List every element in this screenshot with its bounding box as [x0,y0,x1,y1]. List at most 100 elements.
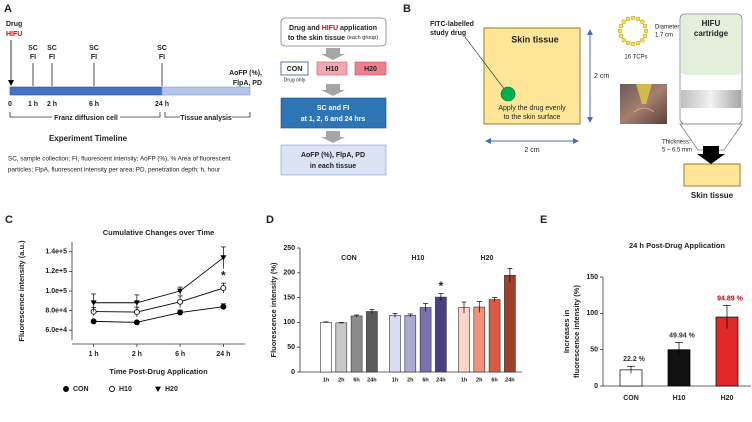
drug-spot [500,86,516,102]
x-tick-label: CON [623,395,639,402]
time-tick: 2 h [47,101,57,108]
marker-label: FI [30,54,36,61]
x-tick-label: 6h [491,377,498,383]
marker [133,300,140,306]
y-tick-label: 250 [283,245,295,252]
flow-text: to the skin tissue (each group) [288,35,378,42]
series-line [93,257,224,304]
error-bar [476,301,482,313]
tcp-dot [621,19,627,25]
bar [366,311,378,373]
legend-label: H10 [119,386,132,393]
legend-label: H20 [165,386,178,393]
x-tick-label: H10 [673,395,686,402]
flow-text: Drug and HIFU application [289,25,377,32]
x-tick-label: 24 h [216,351,230,358]
x-tick-label: 1h [323,377,330,383]
y-axis-label: fluorescence intensity (%) [572,285,581,378]
x-tick-label: 24h [505,377,515,383]
y-tick-label: 1.4e+5 [45,249,67,256]
diameter-label: 1.7 cm [655,33,673,39]
y-tick-label: 6.0e+4 [45,327,67,334]
y-tick-label: 200 [283,270,295,277]
group-label: H10 [326,66,339,73]
y-tick-label: 0 [594,383,598,390]
nozzle-tip [697,154,725,164]
dimension-label: 2 cm [524,147,539,154]
cartridge-label: cartridge [694,29,729,38]
series-line [93,306,224,323]
flow-text: in each tissue [310,163,356,170]
flow-arrow [321,131,345,143]
x-tick-label: 1 h [89,351,99,358]
bar [458,307,470,373]
group-box [280,61,309,76]
group-box [316,61,348,76]
tcp-dot [625,40,631,46]
x-tick-label: 2h [407,377,414,383]
time-tick: 24 h [155,101,169,108]
error-bar [627,365,635,374]
group-label: CON [341,255,357,262]
legend-marker [109,386,115,392]
cartridge-tip [679,123,743,151]
chart-title: 24 h Post-Drug Application [629,241,725,250]
tcp-dot [618,33,624,39]
franz-bar [9,86,163,96]
group-label: CON [287,66,303,73]
y-axis-label: Fluorescence intensity (a.u.) [17,240,26,342]
analysis-bar [161,86,251,96]
bar [473,306,486,373]
error-bar [369,309,375,314]
error-bar [438,293,444,301]
error-bar [723,305,731,329]
marker-ticks [32,63,163,86]
y-tick-label: 50 [287,344,295,351]
x-tick-label: 1h [392,377,399,383]
flow-arrow [321,84,345,96]
tcp-dot [635,16,641,22]
cartridge-top [681,15,741,75]
instruction: to the skin surface [504,114,561,121]
bar [404,315,417,373]
bar [335,322,348,373]
timeline: Drug HIFU SC FI SC FI SC FI SC FI AoFP (… [6,21,262,174]
y-axis-label: Fluorescence intensity (%) [269,262,278,358]
marker [90,300,97,306]
cartridge-lens [681,90,741,108]
group-box [354,61,387,76]
error-bar [675,342,683,357]
tcp-dot [618,23,624,29]
arrow-head [8,80,14,86]
skin-square [483,27,581,125]
error-bar [338,322,344,324]
footnote: SC, sample collection; FI, fluorescent i… [8,156,231,163]
error-bar [492,297,498,302]
error-bar [392,313,398,318]
group-label: H10 [412,255,425,262]
tcp-dot [630,15,636,21]
bar [320,322,332,373]
error-bar [507,267,513,283]
marker [177,298,184,305]
bar [435,296,447,373]
time-tick: 0 [8,101,12,108]
tcp-dot [642,33,648,39]
marker-label: SC [28,45,38,52]
flow-box [280,144,387,176]
x-tick-label: 2h [338,377,345,383]
marker-label: SC [157,45,167,52]
bar [389,315,401,373]
flow-arrow [321,48,345,60]
error-bar [461,301,467,313]
flow-text: at 1, 2, 6 and 24 hrs [301,116,366,123]
group-label: H20 [481,255,494,262]
bg [52,114,120,122]
error-bar [423,303,429,312]
tissue-title: Skin tissue [511,34,559,44]
phase-label: Tissue analysis [180,115,232,122]
leader-line [464,36,506,91]
cartridge-label: HIFU [702,19,721,28]
y-tick-label: 100 [586,310,598,317]
